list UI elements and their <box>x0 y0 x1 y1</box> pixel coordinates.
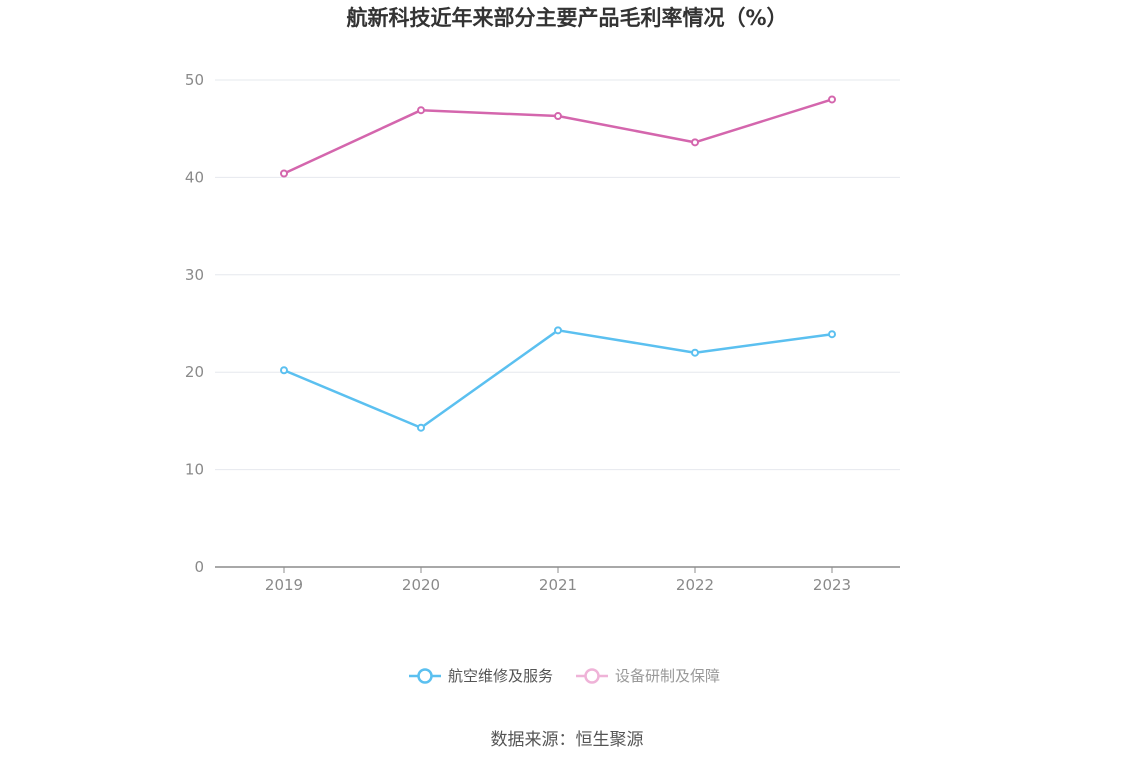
data-point[interactable] <box>554 112 562 121</box>
y-tick-label: 50 <box>185 71 204 89</box>
source-note: 数据来源：恒生聚源 <box>490 730 644 750</box>
x-tick-label: 2023 <box>813 576 851 594</box>
y-tick-label: 0 <box>194 558 204 576</box>
series-line-1 <box>282 329 834 429</box>
data-point[interactable] <box>828 95 836 104</box>
y-tick-label: 20 <box>185 363 204 381</box>
legend-label: 设备研制及保障 <box>615 667 720 685</box>
series-line-2 <box>282 98 834 175</box>
grid-lines <box>215 79 900 471</box>
legend-item-2[interactable]: 设备研制及保障 <box>576 667 720 685</box>
y-axis: 0 10 20 30 40 50 <box>185 71 204 576</box>
x-axis: 2019 2020 2021 2022 2023 <box>215 566 900 594</box>
data-point[interactable] <box>280 366 288 375</box>
data-point[interactable] <box>417 423 425 432</box>
data-point[interactable] <box>554 326 562 335</box>
series-layer <box>280 95 836 432</box>
data-point[interactable] <box>691 348 699 357</box>
x-tick-label: 2022 <box>676 576 714 594</box>
x-tick-label: 2020 <box>402 576 440 594</box>
y-tick-label: 40 <box>185 168 204 186</box>
chart-title: 航新科技近年来部分主要产品毛利率情况（%） <box>346 6 788 30</box>
data-point[interactable] <box>417 106 425 115</box>
data-point[interactable] <box>828 330 836 339</box>
legend-marker-icon <box>417 668 433 684</box>
x-tick-label: 2019 <box>265 576 303 594</box>
data-point[interactable] <box>280 169 288 178</box>
legend[interactable]: 航空维修及服务 设备研制及保障 <box>409 667 720 685</box>
y-tick-label: 10 <box>185 461 204 479</box>
legend-label: 航空维修及服务 <box>448 667 553 685</box>
legend-item-1[interactable]: 航空维修及服务 <box>409 667 553 685</box>
y-tick-label: 30 <box>185 266 204 284</box>
legend-marker-icon <box>584 668 600 684</box>
x-tick-label: 2021 <box>539 576 577 594</box>
data-point[interactable] <box>691 138 699 147</box>
